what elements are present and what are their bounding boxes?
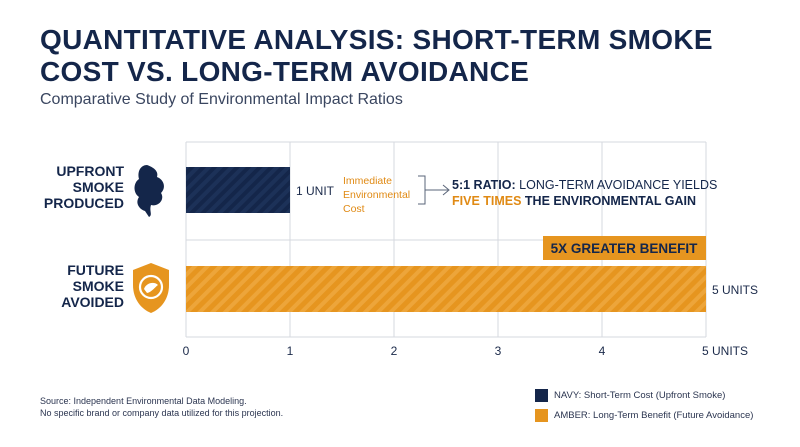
annotation-ratio-rest: LONG-TERM AVOIDANCE YIELDS [516, 178, 718, 192]
x-tick-label-2: 2 [391, 344, 398, 358]
legend-swatch-navy [535, 388, 548, 402]
annotation-immediate-line-2: Cost [343, 203, 365, 215]
annotation-immediate-line-0: Immediate [343, 175, 392, 187]
annotation-ratio-line-1: 5:1 RATIO: LONG-TERM AVOIDANCE YIELDS [452, 178, 717, 192]
category-label-1-line-0: FUTURE [67, 262, 124, 278]
x-tick-label-1: 1 [287, 344, 294, 358]
legend: NAVY: Short-Term Cost (Upfront Smoke) AM… [535, 385, 753, 425]
legend-label-amber: AMBER: Long-Term Benefit (Future Avoidan… [554, 409, 754, 421]
shield-icon [133, 263, 169, 313]
annotation-ratio-highlight: FIVE TIMES [452, 194, 521, 208]
annotation-ratio-bold: 5:1 RATIO: [452, 178, 516, 192]
bar-value-label-1: 5 UNITS [712, 283, 758, 297]
shield-inner-cloud [144, 282, 158, 293]
annotation-arrow-head [442, 184, 450, 196]
annotation-bracket [418, 175, 426, 205]
category-label-0-line-2: PRODUCED [44, 195, 124, 211]
category-label-0: UPFRONT SMOKE PRODUCED [44, 163, 125, 211]
x-tick-label-5: 5 UNITS [702, 344, 748, 358]
annotation-ratio-line-2: FIVE TIMES THE ENVIRONMENTAL GAIN [452, 194, 696, 208]
category-label-1: FUTURE SMOKE AVOIDED [61, 262, 124, 310]
x-tick-label-4: 4 [599, 344, 606, 358]
chart-title: QUANTITATIVE ANALYSIS: SHORT-TERM SMOKE … [40, 24, 713, 87]
bar-value-label-0: 1 UNIT [296, 184, 335, 198]
source-note: Source: Independent Environmental Data M… [40, 395, 283, 419]
chart-subtitle: Comparative Study of Environmental Impac… [40, 91, 403, 108]
annotation-immediate-cost: Immediate Environmental Cost [343, 175, 410, 215]
category-label-0-line-1: SMOKE [73, 179, 124, 195]
legend-label-navy: NAVY: Short-Term Cost (Upfront Smoke) [554, 389, 726, 401]
smoke-cloud-icon [134, 165, 164, 217]
annotation-ratio-line-2-rest: THE ENVIRONMENTAL GAIN [521, 194, 696, 208]
x-tick-label-3: 3 [495, 344, 502, 358]
bar-1 [186, 266, 706, 312]
banner-label: 5X GREATER BENEFIT [551, 241, 699, 256]
smoke-cloud-shape [134, 165, 164, 217]
source-line-1: Source: Independent Environmental Data M… [40, 396, 247, 406]
bar-0 [186, 167, 290, 213]
source-line-2: No specific brand or company data utiliz… [40, 408, 284, 418]
legend-item-navy: NAVY: Short-Term Cost (Upfront Smoke) [535, 385, 753, 405]
annotation-immediate-line-1: Environmental [343, 189, 410, 201]
category-label-1-line-1: SMOKE [73, 278, 124, 294]
shield-inner-ring [138, 274, 164, 300]
x-tick-label-0: 0 [183, 344, 190, 358]
legend-swatch-amber [535, 408, 548, 422]
category-label-1-line-2: AVOIDED [61, 294, 124, 310]
category-label-0-line-0: UPFRONT [56, 163, 124, 179]
legend-item-amber: AMBER: Long-Term Benefit (Future Avoidan… [535, 405, 753, 425]
banner-background [543, 236, 706, 260]
